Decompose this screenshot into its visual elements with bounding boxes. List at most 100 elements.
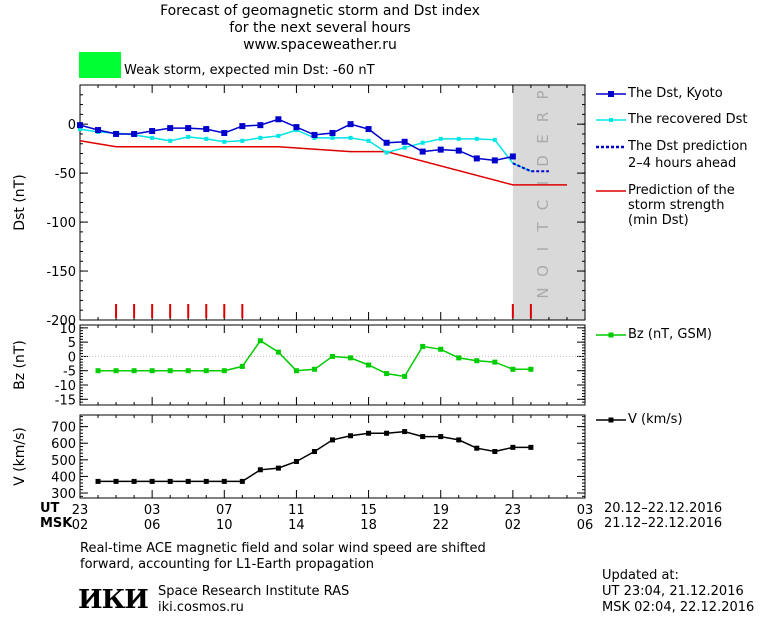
bz-point	[221, 368, 227, 374]
bz-point	[293, 368, 299, 374]
bz-point	[474, 358, 480, 364]
recovered-dst-point	[258, 135, 263, 140]
bz-point	[131, 368, 137, 374]
iki-logo: ИКИ	[78, 585, 149, 615]
legend-prediction-line2: 2–4 hours ahead	[628, 156, 737, 171]
dst-kyoto-point	[77, 122, 83, 129]
legend-v: V (km/s)	[628, 412, 683, 427]
prediction-label-letter: O	[534, 265, 552, 277]
recovered-dst-point	[366, 138, 371, 143]
institute-site[interactable]: iki.cosmos.ru	[158, 600, 244, 615]
legend-storm-line2: storm strength	[628, 198, 725, 213]
msk-tick-label: 02	[72, 518, 89, 533]
ut-tick-label: 23	[505, 503, 522, 518]
prediction-label-letter: R	[534, 112, 552, 122]
footer-note-line2: forward, accounting for L1-Earth propaga…	[80, 557, 374, 572]
v-point	[420, 434, 426, 440]
v-point	[185, 478, 191, 484]
dst-kyoto-point	[95, 127, 102, 134]
v-point	[510, 444, 516, 450]
dst-kyoto-point	[419, 148, 426, 155]
v-point	[95, 478, 101, 484]
v-point	[203, 478, 209, 484]
v-point	[293, 458, 299, 464]
v-point	[113, 478, 119, 484]
recovered-dst-line	[79, 128, 532, 172]
prediction-shade	[512, 85, 585, 320]
recovered-dst-point	[384, 150, 389, 155]
msk-tick-label: 06	[577, 518, 594, 533]
bz-point	[492, 359, 498, 365]
storm-level-swatch	[79, 52, 121, 78]
legend-storm-line1: Prediction of the	[628, 183, 735, 198]
dst-kyoto-point	[455, 147, 462, 154]
msk-tick-label: 10	[216, 518, 233, 533]
recovered-dst-point	[438, 136, 443, 141]
dst-y-tick-label: -150	[46, 265, 76, 280]
storm-status-text: Weak storm, expected min Dst: -60 nT	[124, 63, 375, 78]
dst-y-tick-label: -200	[46, 314, 76, 329]
dst-kyoto-point	[401, 138, 408, 145]
msk-tick-label: 22	[432, 518, 449, 533]
dst-kyoto-point	[149, 128, 156, 135]
bz-y-tick-label: 10	[59, 322, 76, 337]
bz-y-tick-label: 5	[68, 336, 76, 351]
prediction-label-letter: E	[534, 134, 552, 143]
msk-date-range: 21.12–22.12.2016	[604, 516, 723, 531]
bz-point	[185, 368, 191, 374]
legend-prediction-line1: The Dst prediction	[628, 139, 748, 154]
dst-plot-frame	[79, 84, 586, 321]
v-point	[275, 465, 281, 471]
bz-point	[456, 355, 462, 361]
bz-point	[149, 368, 155, 374]
prediction-label-letter: I	[534, 181, 552, 185]
v-y-tick-label: 300	[51, 487, 76, 502]
recovered-dst-point	[402, 145, 407, 150]
v-point	[456, 437, 462, 443]
v-point	[221, 478, 227, 484]
chart-title-line1: Forecast of geomagnetic storm and Dst in…	[160, 3, 480, 19]
v-y-tick-label: 600	[51, 437, 76, 452]
dst-prediction-line	[512, 162, 549, 173]
bz-point	[311, 366, 317, 372]
bz-point	[95, 368, 101, 374]
legend-bz: Bz (nT, GSM)	[628, 327, 713, 342]
ut-tick-label: 15	[360, 503, 377, 518]
ut-date-range: 20.12–22.12.2016	[604, 501, 723, 516]
bz-point	[402, 373, 408, 379]
dst-kyoto-point	[203, 126, 210, 133]
v-line	[98, 430, 531, 483]
bz-point	[528, 366, 534, 372]
msk-tick-label: 14	[288, 518, 305, 533]
storm-strength-line	[79, 140, 567, 186]
bz-point	[510, 366, 516, 372]
chart-title-line2: for the next several hours	[229, 20, 411, 36]
bz-point	[257, 338, 263, 344]
bz-point	[366, 362, 372, 368]
prediction-label-letter: N	[534, 287, 552, 298]
recovered-dst-point	[150, 135, 155, 140]
bz-point	[113, 368, 119, 374]
ut-axis-label: UT	[40, 501, 60, 516]
v-point	[528, 444, 534, 450]
v-plot-frame	[79, 414, 586, 499]
prediction-label-letter: P	[534, 90, 552, 99]
dst-kyoto-point	[329, 129, 336, 136]
updated-msk: MSK 02:04, 22.12.2016	[602, 600, 755, 615]
updated-label: Updated at:	[602, 568, 679, 583]
bz-point	[167, 368, 173, 374]
dst-kyoto-point	[113, 130, 120, 137]
v-point	[492, 449, 498, 455]
prediction-label-letter: I	[534, 247, 552, 251]
updated-ut: UT 23:04, 21.12.2016	[602, 584, 744, 599]
dst-kyoto-point	[383, 139, 390, 146]
dst-kyoto-point	[221, 129, 228, 136]
recovered-dst-point	[78, 127, 82, 132]
v-y-tick-label: 400	[51, 470, 76, 485]
footer-note-line1: Real-time ACE magnetic field and solar w…	[80, 541, 486, 556]
v-point	[402, 429, 408, 435]
recovered-dst-point	[222, 139, 227, 144]
ut-tick-label: 03	[577, 503, 594, 518]
v-point	[474, 445, 480, 451]
site-url: www.spaceweather.ru	[243, 37, 397, 53]
